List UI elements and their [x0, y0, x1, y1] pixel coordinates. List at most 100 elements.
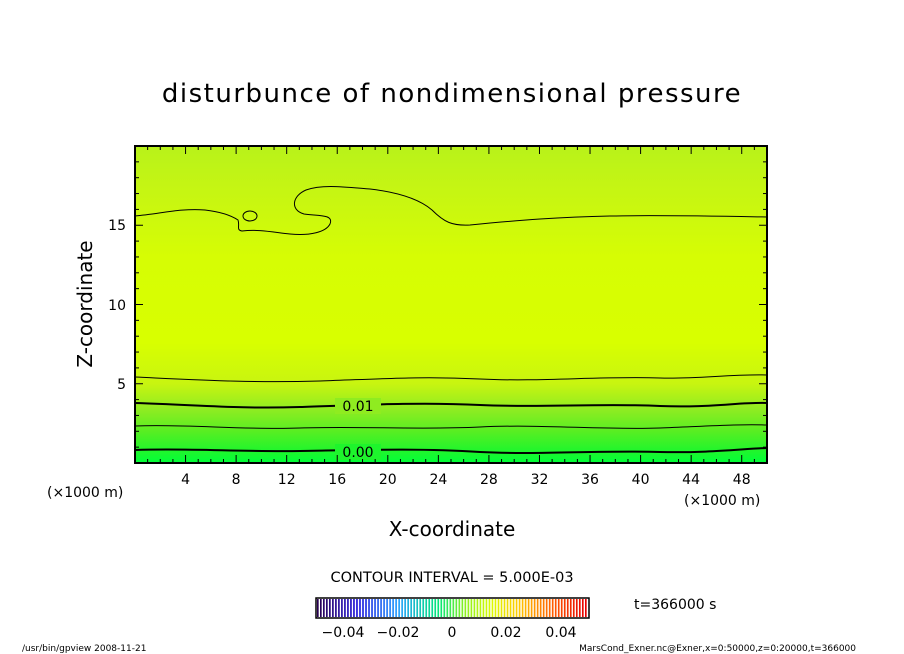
colorbar-stripe	[380, 599, 382, 617]
x-tick-label: 20	[379, 472, 397, 488]
colorbar-stripe	[563, 599, 566, 617]
colorbar-stripe	[440, 599, 443, 617]
colorbar-stripe	[317, 599, 319, 617]
colorbar-stripe	[539, 599, 542, 617]
colorbar-stripes	[317, 599, 587, 617]
colorbar-stripe	[572, 599, 575, 617]
x-tick-label: 28	[480, 472, 498, 488]
colorbar-stripe	[503, 599, 506, 617]
colorbar-stripe	[482, 599, 485, 617]
chart-title: disturbunce of nondimensional pressure	[162, 79, 742, 109]
footer-left: /usr/bin/gpview 2008-11-21	[22, 644, 146, 654]
colorbar-stripe	[485, 599, 488, 617]
colorbar-stripe	[389, 599, 391, 617]
colorbar-stripe	[416, 599, 419, 617]
colorbar-stripe	[371, 599, 373, 617]
colorbar-stripe	[497, 599, 500, 617]
colorbar-stripe	[428, 599, 431, 617]
colorbar-stripe	[548, 599, 551, 617]
y-axis-label: Z-coordinate	[73, 240, 97, 367]
colorbar-tick-label: −0.02	[377, 625, 420, 641]
colorbar-stripe	[566, 599, 569, 617]
colorbar-stripe	[404, 599, 406, 617]
colorbar-stripe	[446, 599, 449, 617]
y-tick-label: 15	[108, 218, 126, 234]
colorbar-stripe	[524, 599, 527, 617]
colorbar-stripe	[431, 599, 434, 617]
colorbar-stripe	[413, 599, 416, 617]
plot-area: 0.01 0.00	[134, 145, 768, 464]
x-tick-label: 36	[581, 472, 599, 488]
colorbar-stripe	[368, 599, 370, 617]
colorbar-stripe	[410, 599, 412, 617]
contour-line-0.01	[135, 401, 767, 409]
colorbar-stripe	[395, 599, 397, 617]
colorbar-stripe	[365, 599, 367, 617]
colorbar-stripe	[434, 599, 437, 617]
colorbar-stripe	[521, 599, 524, 617]
colorbar-stripe	[461, 599, 464, 617]
colorbar-stripe	[458, 599, 461, 617]
colorbar-stripe	[329, 599, 331, 617]
contour-line-5	[135, 374, 767, 383]
x-tick-labels: 4 8 12 16 20 24 28 32 36 40 44 48	[181, 472, 750, 488]
colorbar-stripe	[533, 599, 536, 617]
x-tick-label: 24	[429, 472, 447, 488]
colorbar-stripe	[494, 599, 497, 617]
x-tick-label: 44	[682, 472, 700, 488]
time-label: t=366000 s	[634, 597, 716, 613]
colorbar-stripe	[359, 599, 361, 617]
colorbar-stripe	[575, 599, 578, 617]
colorbar-tick-label: 0.02	[490, 625, 521, 641]
colorbar-stripe	[515, 599, 518, 617]
colorbar-tick-label: 0	[448, 625, 457, 641]
colorbar-stripe	[422, 599, 425, 617]
colorbar: −0.04 −0.02 0 0.02 0.04	[315, 597, 590, 641]
colorbar-stripe	[464, 599, 467, 617]
colorbar-stripe	[560, 599, 563, 617]
x-tick-label: 48	[733, 472, 751, 488]
colorbar-stripe	[449, 599, 452, 617]
x-tick-label: 8	[232, 472, 241, 488]
colorbar-stripe	[500, 599, 503, 617]
colorbar-stripe	[377, 599, 379, 617]
colorbar-stripe	[488, 599, 491, 617]
colorbar-stripe	[437, 599, 440, 617]
contour-label-0.00: 0.00	[342, 445, 373, 461]
colorbar-stripe	[452, 599, 455, 617]
colorbar-stripe	[536, 599, 539, 617]
colorbar-stripe	[338, 599, 340, 617]
y-tick-label: 5	[117, 377, 126, 393]
x-unit-left: (×1000 m)	[47, 485, 123, 501]
contour-interval-text: CONTOUR INTERVAL = 5.000E-03	[330, 570, 573, 586]
colorbar-stripe	[581, 599, 584, 617]
colorbar-stripe	[509, 599, 512, 617]
colorbar-stripe	[392, 599, 394, 617]
colorbar-stripe	[341, 599, 343, 617]
colorbar-stripe	[419, 599, 422, 617]
colorbar-stripe	[545, 599, 548, 617]
colorbar-stripe	[425, 599, 428, 617]
colorbar-stripe	[326, 599, 328, 617]
colorbar-stripe	[578, 599, 581, 617]
colorbar-stripe	[398, 599, 400, 617]
contour-label-0.01: 0.01	[342, 399, 373, 415]
colorbar-stripe	[350, 599, 352, 617]
colorbar-stripe	[554, 599, 557, 617]
colorbar-stripe	[362, 599, 364, 617]
colorbar-stripe	[551, 599, 554, 617]
colorbar-stripe	[557, 599, 560, 617]
x-tick-label: 16	[328, 472, 346, 488]
x-tick-label: 12	[278, 472, 296, 488]
colorbar-tick-label: −0.04	[322, 625, 365, 641]
colorbar-stripe	[353, 599, 355, 617]
colorbar-stripe	[470, 599, 473, 617]
colorbar-stripe	[455, 599, 458, 617]
colorbar-stripe	[518, 599, 521, 617]
x-unit-right: (×1000 m)	[684, 493, 760, 509]
y-tick-label: 10	[108, 298, 126, 314]
footer-right: MarsCond_Exner.nc@Exner,x=0:50000,z=0:20…	[579, 644, 856, 654]
colorbar-stripe	[527, 599, 530, 617]
contour-line-3	[135, 424, 767, 429]
